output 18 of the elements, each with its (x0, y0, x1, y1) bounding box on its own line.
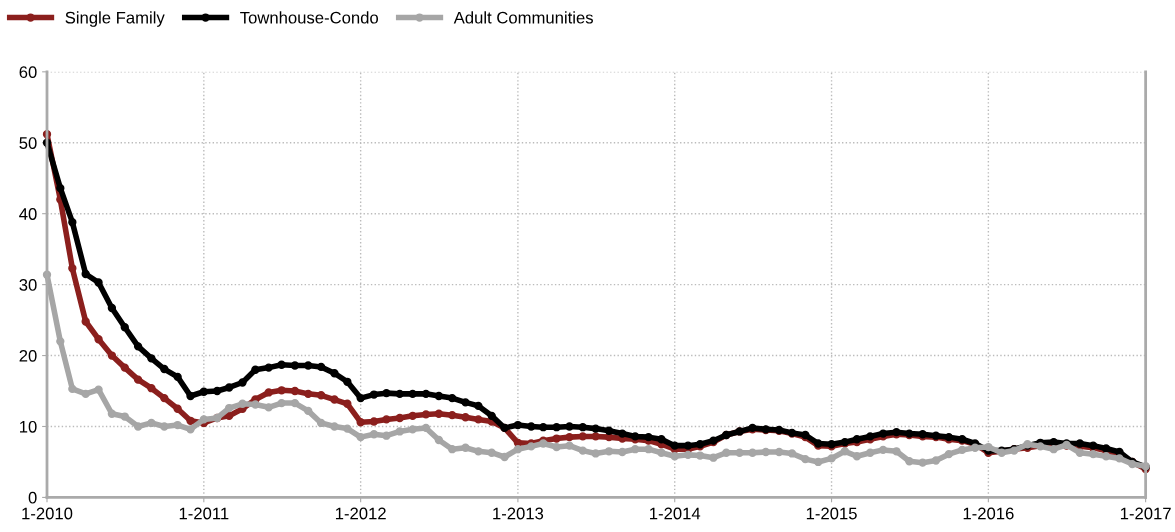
y-tick-label: 30 (19, 279, 37, 291)
x-tick-label: 1-2012 (335, 507, 386, 520)
legend-label: Townhouse-Condo (240, 11, 379, 24)
legend-label: Single Family (65, 11, 165, 27)
y-tick-label: 40 (19, 208, 37, 220)
x-tick-label: 1-2010 (22, 507, 73, 520)
y-tick-label: 20 (19, 349, 37, 362)
y-tick-label: 0 (28, 491, 37, 504)
x-tick-label: 1-2016 (963, 507, 1014, 520)
x-tick-label: 1-2013 (493, 507, 544, 520)
legend-label: Adult Communities (453, 11, 593, 24)
y-tick-label: 60 (19, 66, 37, 79)
x-tick-label: 1-2014 (650, 507, 701, 520)
x-tick-label: 1-2017 (1120, 507, 1171, 520)
y-tick-label: 50 (19, 137, 37, 149)
y-tick-label: 10 (20, 420, 37, 433)
x-tick-label: 1-2015 (806, 507, 857, 520)
x-tick-label: 1-2011 (179, 507, 229, 520)
